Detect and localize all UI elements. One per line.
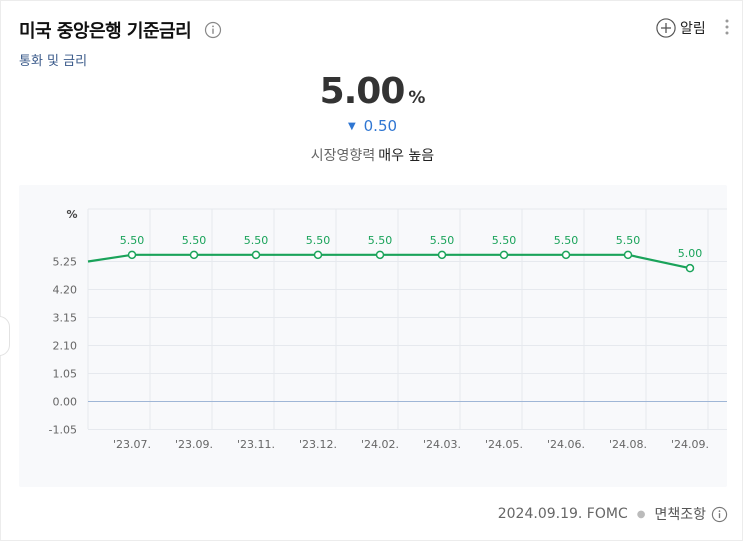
category-link[interactable]: 통화 및 금리 [19, 54, 88, 69]
data-point [437, 250, 447, 260]
data-label: 5.50 [244, 234, 269, 247]
footer: 2024.09.19. FOMC ● 면책조항 [498, 504, 728, 524]
y-tick-label: -1.05 [49, 424, 77, 437]
y-tick-label: 4.20 [53, 284, 78, 297]
rate-value: 5.00 [319, 71, 406, 112]
more-vertical-icon[interactable] [722, 17, 732, 37]
y-tick-label: 1.05 [53, 368, 78, 381]
x-tick-label: '24.08. [609, 438, 647, 451]
y-tick-label: 0.00 [53, 396, 78, 409]
x-tick-label: '23.09. [175, 438, 213, 451]
impact-value: 매우 높음 [378, 148, 435, 164]
data-point [127, 250, 137, 260]
data-label: 5.50 [306, 234, 331, 247]
data-label: 5.50 [554, 234, 579, 247]
info-icon[interactable] [204, 21, 222, 39]
y-tick-label: 5.25 [53, 256, 78, 269]
info-icon[interactable] [711, 506, 728, 523]
data-label: 5.50 [120, 234, 145, 247]
line-chart: 5.25 4.20 3.15 2.10 1.05 0.00 -1.05% '23.07. '23… [49, 208, 727, 451]
alarm-label: 알림 [680, 21, 706, 37]
side-drag-handle[interactable] [0, 316, 10, 356]
data-point [313, 250, 323, 260]
current-rate: 5.00% [1, 71, 743, 112]
data-point [685, 263, 695, 273]
separator-dot: ● [636, 508, 646, 520]
x-tick-label: '23.12. [299, 438, 337, 451]
data-label: 5.50 [368, 234, 393, 247]
chart-area: 5.25 4.20 3.15 2.10 1.05 0.00 -1.05% '23.07. '23… [19, 185, 727, 487]
rate-change: ▼ 0.50 [1, 117, 743, 135]
announcement-date: 2024.09.19. FOMC [497, 506, 628, 522]
disclaimer-link[interactable]: 면책조항 [654, 507, 706, 523]
data-point [499, 250, 509, 260]
data-label: 5.00 [678, 247, 703, 260]
change-value: 0.50 [363, 117, 398, 135]
data-label: 5.50 [616, 234, 641, 247]
x-tick-label: '24.02. [361, 438, 399, 451]
y-tick-label: 3.15 [53, 312, 78, 325]
data-label: 5.50 [492, 234, 517, 247]
data-point [561, 250, 571, 260]
data-label: 5.50 [182, 234, 207, 247]
alarm-button[interactable]: 알림 [656, 18, 706, 38]
impact-label: 시장영향력 [310, 148, 376, 164]
data-point [251, 250, 261, 260]
x-tick-label: '23.11. [237, 438, 275, 451]
caret-down-icon: ▼ [347, 121, 356, 132]
data-label: 5.50 [430, 234, 455, 247]
x-tick-label: '24.05. [485, 438, 523, 451]
market-impact: 시장영향력 매우 높음 [1, 145, 743, 165]
page-title: 미국 중앙은행 기준금리 [19, 21, 192, 42]
data-point [189, 250, 199, 260]
x-tick-label: '24.03. [423, 438, 461, 451]
y-tick-label: 2.10 [53, 340, 78, 353]
data-point [623, 250, 633, 260]
data-point [375, 250, 385, 260]
y-axis-unit: % [66, 208, 77, 221]
x-tick-label: '24.06. [547, 438, 585, 451]
x-tick-label: '23.07. [113, 438, 151, 451]
rate-unit: % [408, 88, 426, 108]
x-tick-label: '24.09. [671, 438, 709, 451]
plus-circle-icon [656, 18, 676, 38]
